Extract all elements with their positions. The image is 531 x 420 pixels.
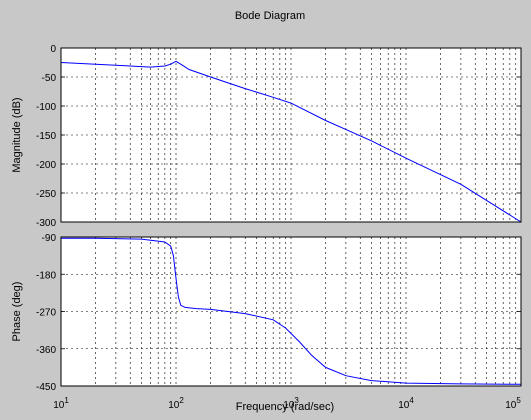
chart-title: Bode Diagram: [235, 10, 305, 22]
y-tick-label-phase: -90: [42, 233, 57, 244]
axes-frame-phase: [60, 236, 522, 387]
y-axis-label-magnitude: Magnitude (dB): [11, 97, 23, 172]
x-tick-label: 104: [398, 396, 414, 411]
x-axis-label: Frequency (rad/sec): [236, 401, 334, 413]
y-tick-label-magnitude: -200: [36, 160, 56, 171]
x-tick-label: 101: [53, 396, 69, 411]
y-tick-label-phase: -270: [36, 308, 56, 319]
y-axis-label-phase: Phase (deg): [11, 282, 23, 342]
y-tick-label-phase: -180: [36, 270, 56, 281]
y-tick-label-magnitude: -150: [36, 131, 56, 142]
x-tick-label: 105: [505, 396, 521, 411]
y-tick-label-phase: -360: [36, 345, 56, 356]
y-tick-label-magnitude: -250: [36, 189, 56, 200]
y-tick-label-magnitude: -100: [36, 102, 56, 113]
x-tick-label: 102: [168, 396, 184, 411]
axes-frame-magnitude: [60, 47, 522, 223]
x-tick-label: 103: [283, 396, 299, 411]
y-tick-label-phase: -450: [36, 382, 56, 393]
phase-series-line: [61, 237, 522, 385]
y-tick-label-magnitude: 0: [50, 44, 56, 55]
y-tick-label-magnitude: -50: [42, 73, 57, 84]
magnitude-series-line: [60, 60, 522, 223]
y-tick-label-magnitude: -300: [36, 218, 56, 229]
